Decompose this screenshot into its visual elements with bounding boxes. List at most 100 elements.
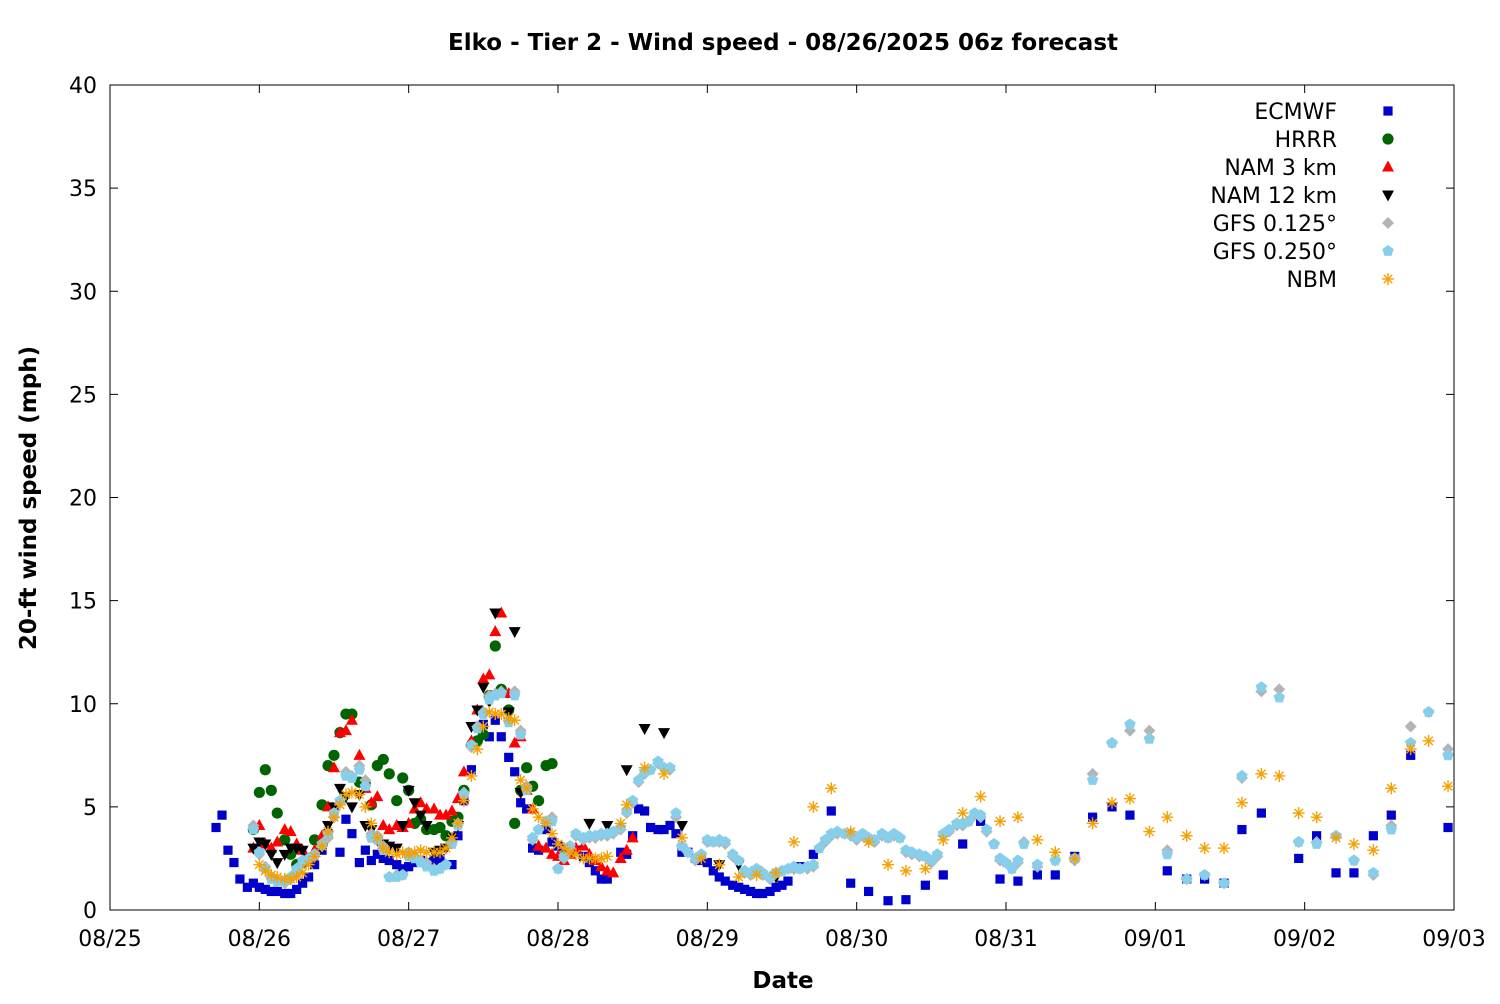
x-tick-label: 08/28: [526, 927, 589, 952]
data-point-gfs-0-250: [397, 868, 409, 880]
data-point-gfs-0-250: [682, 846, 694, 858]
legend-marker: [1382, 160, 1394, 172]
data-point-nam-3-km: [339, 724, 352, 736]
y-tick-label: 0: [83, 899, 97, 924]
data-point-ecmwf: [242, 882, 252, 892]
data-point-nam-12-km: [420, 820, 433, 832]
data-point-nbm: [1404, 743, 1417, 756]
data-point-hrrr: [489, 640, 501, 652]
data-point-nbm: [675, 831, 688, 844]
data-point-hrrr: [440, 830, 452, 842]
data-point-ecmwf: [510, 767, 520, 777]
data-point-gfs-0-250: [532, 823, 545, 835]
legend-label: HRRR: [1275, 128, 1337, 153]
data-point-gfs-0-250: [1006, 862, 1018, 874]
data-point-nam-3-km: [371, 790, 384, 802]
data-point-ecmwf: [1050, 870, 1060, 880]
data-point-hrrr: [509, 817, 521, 829]
data-point-nam-12-km: [658, 728, 671, 740]
data-point-gfs-0-250: [458, 788, 470, 800]
data-point-ecmwf: [516, 798, 526, 808]
data-point-ecmwf: [248, 878, 258, 888]
data-point-nam-12-km: [278, 849, 291, 861]
data-point-nbm: [844, 825, 857, 838]
data-point-ecmwf: [783, 876, 793, 886]
data-point-ecmwf: [771, 882, 781, 892]
data-point-nbm: [365, 817, 378, 830]
data-point-nam-3-km: [489, 625, 502, 637]
data-point-gfs-0-250: [509, 689, 521, 701]
data-point-hrrr: [434, 821, 446, 834]
data-point-nbm: [434, 846, 447, 859]
data-point-hrrr: [271, 807, 283, 819]
data-point-nam-3-km: [284, 825, 297, 837]
data-point-gfs-0-250: [253, 846, 265, 858]
data-point-gfs-0-125: [1404, 720, 1417, 733]
data-point-ecmwf: [347, 829, 357, 839]
data-point-nbm: [994, 815, 1007, 828]
data-point-nam-12-km: [259, 839, 272, 851]
data-point-gfs-0-250: [1086, 774, 1099, 785]
data-point-hrrr: [532, 795, 545, 807]
data-point-ecmwf: [528, 843, 538, 853]
data-point-nam-3-km: [540, 841, 553, 853]
data-point-ecmwf: [541, 824, 551, 835]
data-point-nam-12-km: [408, 798, 421, 810]
data-point-ecmwf: [765, 886, 775, 897]
data-point-nam-3-km: [322, 800, 335, 812]
data-point-hrrr: [253, 786, 265, 799]
data-point-gfs-0-250: [963, 815, 975, 827]
data-point-ecmwf: [235, 874, 245, 884]
data-point-nbm: [540, 817, 553, 830]
data-point-ecmwf: [777, 880, 787, 890]
data-point-gfs-0-250: [727, 848, 739, 860]
data-point-nbm: [595, 852, 608, 865]
data-point-ecmwf: [1312, 831, 1322, 841]
data-point-nbm: [520, 782, 533, 795]
data-point-ecmwf: [938, 870, 948, 880]
data-point-ecmwf: [659, 824, 669, 835]
data-point-ecmwf: [671, 829, 681, 839]
data-point-gfs-0-250: [1106, 736, 1118, 748]
data-point-ecmwf: [341, 814, 351, 824]
data-point-hrrr: [279, 834, 291, 846]
data-point-gfs-0-250: [627, 794, 639, 806]
data-point-ecmwf: [378, 853, 388, 864]
data-point-nbm: [807, 800, 820, 813]
data-point-nbm: [638, 761, 651, 774]
y-tick-label: 10: [69, 693, 97, 718]
x-tick-label: 09/01: [1124, 927, 1187, 952]
data-point-gfs-0-250: [353, 763, 366, 775]
data-point-nbm: [614, 817, 627, 830]
data-point-gfs-0-250: [440, 858, 452, 870]
data-point-nbm: [508, 714, 521, 727]
data-point-nbm: [1218, 842, 1231, 855]
data-point-ecmwf: [901, 895, 911, 905]
data-point-gfs-0-250: [247, 823, 260, 835]
data-point-nbm: [333, 798, 346, 811]
data-point-nbm: [1161, 811, 1174, 824]
data-point-ecmwf: [864, 886, 874, 897]
data-point-ecmwf: [734, 882, 744, 892]
data-point-hrrr: [383, 768, 395, 780]
data-point-nbm: [414, 844, 427, 857]
data-point-gfs-0-250: [465, 739, 478, 750]
data-point-nbm: [1198, 842, 1211, 855]
data-point-gfs-0-250: [813, 842, 825, 853]
data-point-ecmwf: [280, 888, 290, 899]
data-point-nbm: [383, 846, 396, 859]
data-point-gfs-0-250: [676, 840, 688, 851]
data-point-gfs-0-250: [670, 807, 682, 818]
data-point-gfs-0-250: [1422, 706, 1435, 717]
data-point-ecmwf: [645, 822, 656, 833]
data-point-nbm: [1422, 734, 1435, 747]
data-point-ecmwf: [360, 845, 370, 855]
data-point-ecmwf: [746, 886, 756, 897]
data-point-nbm: [1255, 767, 1268, 780]
data-points: [211, 606, 1455, 906]
data-point-nbm: [302, 858, 315, 871]
data-point-gfs-0-250: [1018, 838, 1030, 849]
data-point-nbm: [440, 842, 452, 855]
data-point-nbm: [956, 807, 969, 820]
